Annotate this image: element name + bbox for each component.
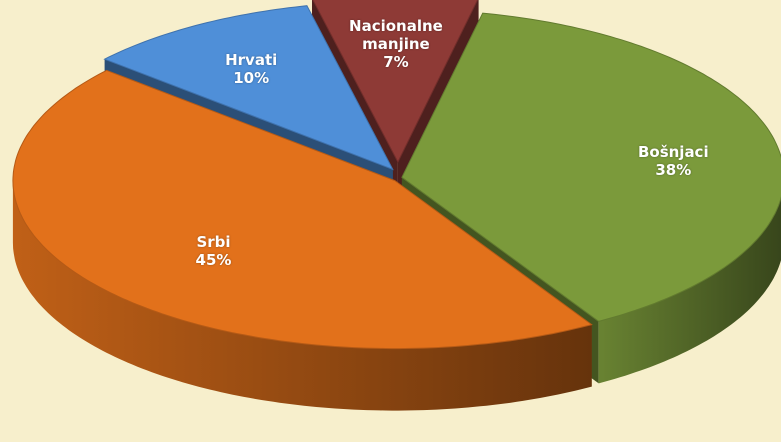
slice-side: [12, 180, 592, 411]
slice: [103, 5, 394, 171]
slice: [312, 0, 479, 164]
category-label: Hrvati: [225, 50, 278, 69]
slice: [12, 69, 593, 350]
label-box: Hrvati 10%: [191, 34, 311, 104]
label-box: Bošnjaci 38%: [613, 126, 733, 196]
value-label: 38%: [655, 160, 692, 179]
label-box: Nacionalne manjine 7%: [336, 9, 456, 79]
label-box: Srbi 45%: [154, 216, 274, 286]
slice-side: [598, 198, 781, 384]
category-label: Bošnjaci: [637, 142, 709, 161]
value-label: 45%: [195, 250, 232, 269]
slice: [401, 12, 781, 322]
value-label: 7%: [383, 53, 409, 72]
category-label: Nacionalne manjine: [349, 17, 443, 54]
value-label: 10%: [233, 68, 270, 87]
category-label: Srbi: [196, 232, 231, 251]
